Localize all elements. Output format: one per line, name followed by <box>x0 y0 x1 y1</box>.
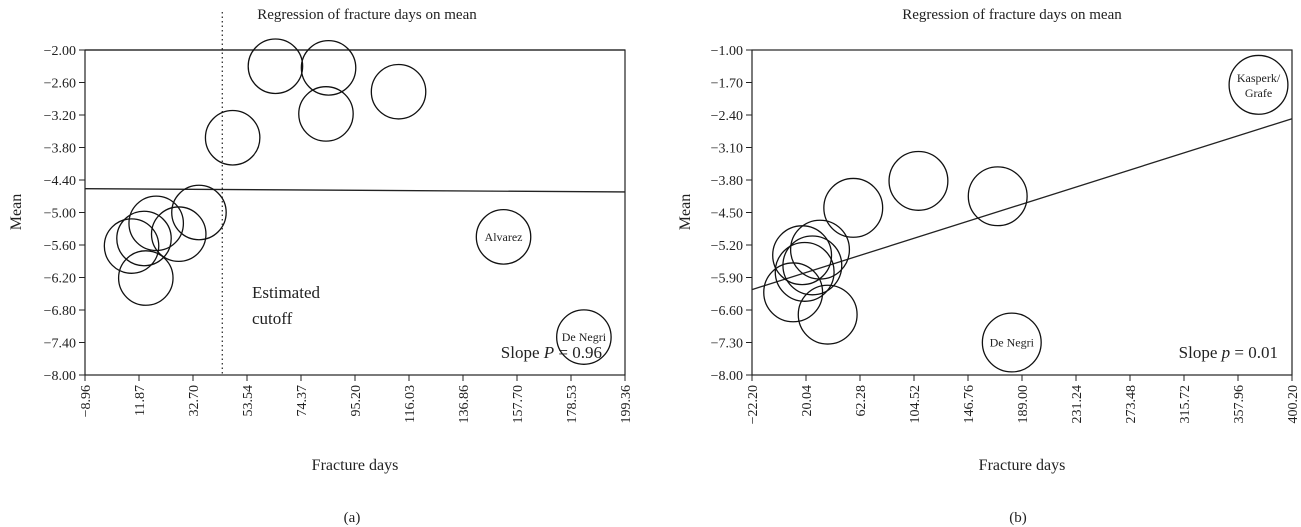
bubble-a-4 <box>117 250 174 306</box>
y-tick-label-b: −3.10 <box>711 142 743 157</box>
slope-note-b: Slope p = 0.01 <box>1179 343 1278 362</box>
bubble-b-9 <box>967 166 1028 227</box>
bubble-b-6 <box>797 284 858 345</box>
x-tick-label-a: 199.36 <box>619 385 634 424</box>
bubble-a-1 <box>103 218 160 274</box>
bubble-label-a: Alvarez <box>485 230 523 244</box>
x-tick-label-a: 32.70 <box>187 385 202 417</box>
y-tick-label-a: −7.40 <box>44 337 76 352</box>
y-tick-label-b: −4.50 <box>711 207 743 222</box>
x-tick-label-a: −8.96 <box>79 385 94 417</box>
chart-panel-a: Regression of fracture days on mean −2.0… <box>8 7 634 526</box>
y-tick-label-a: −2.60 <box>44 77 76 92</box>
x-tick-label-b: 231.24 <box>1070 385 1085 424</box>
bubble-b-8 <box>888 150 949 211</box>
panel-label-b: (b) <box>1009 510 1027 526</box>
bubble-a-5 <box>150 206 207 263</box>
x-tick-label-b: 315.72 <box>1178 385 1193 424</box>
bubble-a-8 <box>247 38 304 95</box>
chart-title-a: Regression of fracture days on mean <box>257 7 477 23</box>
y-tick-label-a: −6.20 <box>44 272 76 287</box>
bubble-b-3 <box>782 235 843 296</box>
bubble-a-9 <box>300 40 357 96</box>
y-tick-label-b: −3.80 <box>711 174 743 189</box>
y-tick-label-b: −5.90 <box>711 272 743 287</box>
y-axis-title-b: Mean <box>677 194 694 230</box>
marks-b: −1.00 −1.70 −2.40 −3.10 −3.80 −4.50 −5.20 −5.90… <box>711 44 1301 424</box>
x-tick-label-a: 116.03 <box>403 385 418 423</box>
y-tick-label-a: −4.40 <box>44 174 76 189</box>
chart-panel-b: Regression of fracture days on mean −1.0… <box>677 7 1301 526</box>
x-tick-label-a: 74.37 <box>295 385 310 417</box>
bubble-b-10 <box>981 312 1042 373</box>
x-tick-label-b: 146.76 <box>962 385 977 424</box>
bubble-a-12 <box>475 209 532 265</box>
x-tick-label-a: 53.54 <box>241 385 256 417</box>
y-tick-label-a: −3.20 <box>44 109 76 124</box>
bubble-a-6 <box>171 184 227 241</box>
x-tick-label-a: 11.87 <box>133 385 148 416</box>
bubble-b-5 <box>763 262 824 323</box>
x-tick-label-a: 136.86 <box>457 385 472 424</box>
y-tick-label-a: −3.80 <box>44 142 76 157</box>
regression-line-a <box>84 188 626 193</box>
y-tick-label-b: −6.60 <box>711 304 743 319</box>
x-axis-title-b: Fracture days <box>979 457 1066 474</box>
cutoff-label-line-2: cutoff <box>252 309 293 328</box>
bubble-b-11 <box>1228 54 1289 115</box>
panel-label-a: (a) <box>344 510 361 526</box>
y-tick-label-a: −5.00 <box>44 207 76 222</box>
y-tick-label-b: −1.00 <box>711 44 743 59</box>
x-tick-label-a: 157.70 <box>511 385 526 424</box>
x-tick-label-b: 273.48 <box>1124 385 1139 424</box>
bubble-label-b: Kasperk/Grafe <box>1237 71 1281 100</box>
bubble-a-10 <box>298 86 354 142</box>
x-tick-label-b: 400.20 <box>1286 385 1301 424</box>
y-tick-label-b: −7.30 <box>711 337 743 352</box>
bubble-a-13 <box>556 309 612 365</box>
x-tick-label-b: 357.96 <box>1232 385 1247 424</box>
y-tick-label-b: −2.40 <box>711 109 743 124</box>
x-tick-label-a: 178.53 <box>565 385 580 424</box>
y-tick-label-b: −1.70 <box>711 77 743 92</box>
x-tick-label-b: 20.04 <box>800 385 815 417</box>
x-axis-title-a: Fracture days <box>312 457 399 474</box>
chart-title-b: Regression of fracture days on mean <box>902 7 1122 23</box>
y-tick-label-a: −2.00 <box>44 44 76 59</box>
plot-area-a <box>84 49 626 376</box>
bubble-label-a: De Negri <box>562 330 607 344</box>
bubble-b-2 <box>789 219 851 280</box>
y-tick-label-a: −5.60 <box>44 239 76 254</box>
bubble-a-7 <box>204 109 261 166</box>
bubble-label-b: De Negri <box>990 336 1035 350</box>
x-tick-label-b: −22.20 <box>746 385 761 424</box>
bubble-a-2 <box>116 210 172 267</box>
y-tick-label-b: −8.00 <box>711 369 743 384</box>
y-tick-label-a: −6.80 <box>44 304 76 319</box>
bubble-b-4 <box>774 241 835 302</box>
bubble-a-11 <box>370 63 427 120</box>
y-axis-title-a: Mean <box>8 194 25 230</box>
bubble-b-7 <box>823 177 884 238</box>
bubble-a-3 <box>128 195 185 252</box>
bubble-b-1 <box>772 225 833 286</box>
y-tick-label-b: −5.20 <box>711 239 743 254</box>
x-tick-label-a: 95.20 <box>349 385 364 417</box>
slope-note-a: Slope P = 0.96 <box>501 343 602 362</box>
cutoff-label-line-1: Estimated <box>252 283 320 302</box>
x-tick-label-b: 189.00 <box>1016 385 1031 424</box>
x-tick-label-b: 104.52 <box>908 385 923 424</box>
marks-a: −2.00 −2.60 −3.20 −3.80 −4.40 −5.00 −5.60 −6.20… <box>44 12 634 424</box>
y-tick-label-a: −8.00 <box>44 369 76 384</box>
x-tick-label-b: 62.28 <box>854 385 869 417</box>
